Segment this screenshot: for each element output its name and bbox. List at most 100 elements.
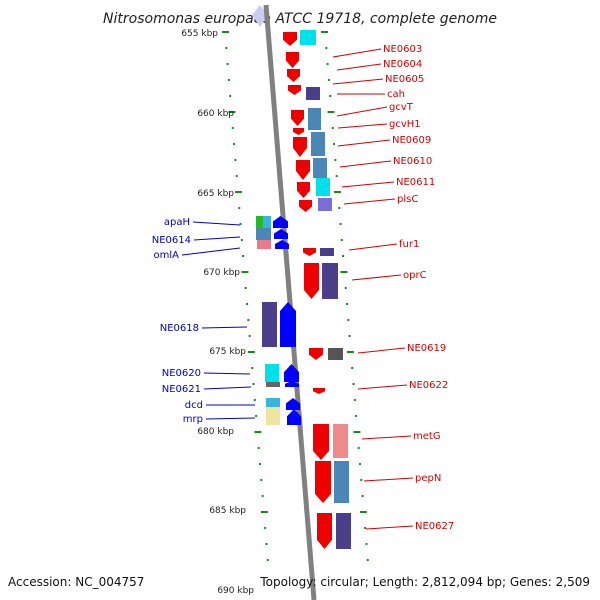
tick-mark [346, 351, 354, 353]
gene-label-ne0627[interactable]: NE0627 [415, 521, 454, 532]
tick-mark [222, 31, 229, 33]
gene-label-gcvt[interactable]: gcvT [389, 102, 414, 113]
tick-mark [339, 223, 342, 225]
gene-label-gcvh1[interactable]: gcvH1 [389, 119, 421, 130]
gene-leader-line [337, 123, 388, 129]
tick-mark [340, 271, 348, 273]
gene-leader-line [193, 236, 241, 241]
tick-mark [234, 191, 242, 193]
gene-label-ne0611[interactable]: NE0611 [396, 177, 435, 188]
gene-box [266, 382, 280, 387]
gene-label-apah[interactable]: apaH [164, 217, 190, 228]
gene-leader-line [332, 48, 382, 58]
kbp-label: 655 kbp [181, 29, 218, 39]
gene-arrow [315, 461, 331, 503]
gene-arrow [286, 398, 300, 410]
gene-label-plsc[interactable]: plsC [397, 194, 418, 205]
gene-box [311, 132, 325, 156]
tick-mark [327, 111, 335, 113]
kbp-label: 665 kbp [197, 189, 234, 199]
tick-mark [247, 351, 255, 353]
tick-mark [235, 175, 238, 177]
gene-arrow [280, 302, 296, 347]
gene-labels: NE0603 NE0604 NE0605 cah gcvT gcvH1 NE0609 NE06… [152, 44, 455, 532]
gene-leader-line [339, 160, 392, 168]
gene-arrow [293, 137, 307, 157]
gene-leader-line [336, 63, 382, 71]
gene-features [256, 30, 351, 549]
gene-box [266, 398, 280, 407]
gene-label-ne0619[interactable]: NE0619 [407, 343, 446, 354]
kbp-scale: 655 kbp 660 kbp 665 kbp 670 kbp 675 kbp 680 k… [181, 29, 254, 596]
tick-mark [241, 271, 249, 273]
tick-mark [246, 303, 249, 305]
gene-arrow [283, 32, 297, 46]
tick-mark [238, 207, 241, 209]
gene-label-ne0621[interactable]: NE0621 [162, 384, 201, 395]
tick-mark [325, 47, 328, 49]
gene-label-ne0618[interactable]: NE0618 [160, 323, 199, 334]
tick-mark [334, 159, 337, 161]
gene-label-ne0605[interactable]: NE0605 [385, 74, 424, 85]
gene-box [328, 348, 343, 360]
gene-label-ne0604[interactable]: NE0604 [383, 59, 422, 70]
gene-box [322, 263, 338, 299]
gene-arrow [286, 52, 299, 68]
tick-mark [253, 399, 256, 401]
gene-leader-line [337, 139, 391, 147]
kbp-label: 670 kbp [203, 268, 240, 278]
gene-leader-line [192, 221, 241, 226]
gene-leader-line [332, 78, 384, 85]
tick-mark [242, 255, 245, 257]
gene-box [316, 178, 330, 196]
gene-label-omla[interactable]: omlA [154, 250, 180, 261]
tick-mark [260, 511, 268, 513]
gene-arrow [288, 85, 301, 95]
gene-label-oprc[interactable]: oprC [403, 270, 427, 281]
gene-box [308, 108, 321, 130]
gene-arrow [313, 388, 325, 394]
gene-leader-line [363, 477, 414, 482]
tick-mark [335, 175, 338, 177]
gene-label-ne0614[interactable]: NE0614 [152, 235, 191, 246]
gene-leader-line [361, 435, 412, 440]
gene-leader-line [357, 384, 408, 390]
gene-arrow [303, 248, 316, 256]
tick-mark [255, 415, 258, 417]
tick-mark [247, 319, 250, 321]
tick-mark [365, 543, 368, 545]
gene-arrow [275, 240, 289, 249]
right-tick-track [321, 31, 369, 561]
tick-mark [327, 79, 330, 81]
gene-label-dcd[interactable]: dcd [185, 400, 203, 411]
tick-mark [342, 255, 345, 257]
gene-arrow [287, 69, 300, 82]
kbp-label: 660 kbp [197, 109, 234, 119]
tick-mark [229, 95, 232, 97]
gene-arrow [293, 128, 304, 135]
gene-label-ne0609[interactable]: NE0609 [392, 135, 431, 146]
tick-mark [321, 31, 328, 33]
gene-label-fur1[interactable]: fur1 [399, 239, 419, 250]
gene-label-mrp[interactable]: mrp [183, 414, 203, 425]
tick-mark [340, 239, 343, 241]
tick-mark [353, 431, 361, 433]
tick-mark [265, 543, 268, 545]
tick-mark [260, 479, 263, 481]
gene-label-pepn[interactable]: pepN [415, 473, 441, 484]
gene-label-ne0620[interactable]: NE0620 [162, 368, 201, 379]
gene-label-ne0622[interactable]: NE0622 [409, 380, 448, 391]
gene-label-ne0603[interactable]: NE0603 [383, 44, 422, 55]
gene-label-ne0610[interactable]: NE0610 [393, 156, 432, 167]
tick-mark [351, 367, 354, 369]
gene-leader-line [343, 198, 396, 205]
gene-leader-line [341, 181, 395, 188]
gene-label-cah[interactable]: cah [387, 89, 405, 100]
tick-mark [331, 127, 334, 129]
tick-mark [254, 431, 262, 433]
tick-mark [326, 63, 329, 65]
gene-arrow [317, 513, 332, 549]
gene-label-metg[interactable]: metG [413, 431, 441, 442]
tick-mark [366, 559, 369, 561]
